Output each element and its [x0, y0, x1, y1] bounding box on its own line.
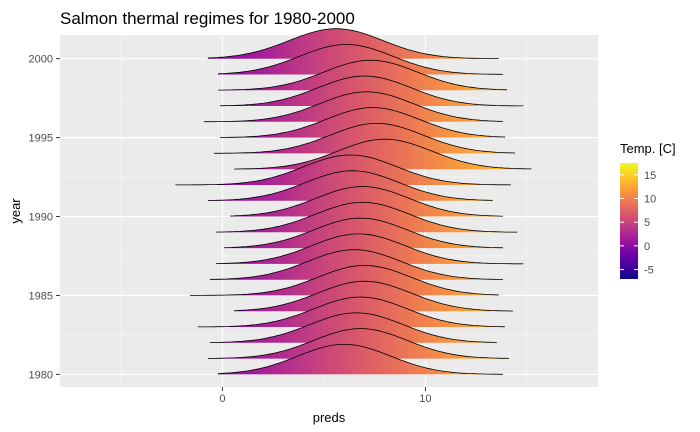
x-axis-ticks: 0 10 [219, 387, 432, 405]
legend-tick-label: 0 [644, 241, 650, 253]
y-tick-label: 1995 [29, 133, 53, 145]
ridge-line-1988 [224, 217, 503, 249]
y-tick-label: 1990 [29, 212, 53, 224]
legend-title: Temp. [C] [620, 141, 676, 156]
legend-tick-label: -5 [644, 265, 654, 277]
x-tick-label: 0 [219, 393, 225, 405]
ridge-line-1989 [215, 201, 518, 233]
legend-colorbar [620, 163, 638, 279]
color-legend: Temp. [C] -5 0 5 10 15 [620, 141, 676, 279]
legend-tick-label: 10 [644, 194, 656, 206]
ridge-line-1993 [234, 138, 532, 170]
ridge-line-1985 [189, 264, 499, 296]
y-tick-label: 2000 [29, 54, 53, 66]
y-tick-label: 1985 [29, 290, 53, 302]
ridge-area-1990 [230, 186, 503, 217]
x-tick-label: 10 [419, 393, 431, 405]
ridge-area-1984 [234, 281, 513, 312]
ridge-line-1995 [220, 107, 505, 138]
ridge-line-1991 [207, 170, 493, 201]
ridge-line-2000 [207, 28, 499, 59]
legend-ticks: -5 0 5 10 15 [620, 170, 656, 277]
ridge-line-1996 [203, 91, 503, 123]
ridge-area-1997 [220, 76, 523, 106]
ridge-area-1999 [218, 44, 503, 75]
ridge-area-1991 [208, 170, 493, 201]
ridge-line-1984 [234, 280, 514, 312]
ridge-area-1982 [210, 312, 497, 343]
ridge-line-1992 [175, 154, 512, 186]
ridge-area-1986 [210, 249, 503, 280]
ridge-line-1980 [218, 344, 503, 375]
ridge-line-1994 [213, 123, 516, 154]
ridge-line-1983 [197, 296, 505, 328]
ridge-line-1986 [209, 249, 503, 280]
ridge-line-1981 [207, 328, 510, 359]
ridge-area-1983 [198, 297, 505, 327]
ridge-area-2000 [208, 28, 499, 59]
ridge-line-1987 [215, 233, 524, 265]
ridge-area-1987 [216, 233, 523, 264]
ridge-area-1993 [234, 139, 531, 170]
ridge-area-1994 [214, 123, 515, 154]
ridge-area-1996 [204, 91, 503, 122]
ridge-area-1995 [220, 107, 505, 138]
ridge-line-1997 [220, 75, 524, 107]
y-axis-label: year [8, 198, 23, 224]
ridge-line-1982 [209, 312, 497, 343]
ridge-area-1988 [224, 218, 503, 249]
y-axis-ticks: 1980 1985 1990 1995 2000 [29, 54, 60, 381]
ridges [175, 28, 532, 375]
ridge-area-1998 [218, 60, 507, 91]
ridge-line-1998 [218, 59, 507, 91]
y-tick-label: 1980 [29, 369, 53, 381]
ridge-area-1985 [189, 265, 499, 296]
ridge-area-1989 [216, 202, 517, 233]
ridge-line-1999 [218, 44, 503, 75]
ridge-line-1990 [230, 186, 503, 217]
legend-tick-label: 5 [644, 217, 650, 229]
x-axis-label: preds [313, 410, 346, 425]
ridge-area-1980 [218, 344, 503, 375]
chart-title: Salmon thermal regimes for 1980-2000 [60, 9, 355, 28]
legend-tick-label: 15 [644, 170, 656, 182]
